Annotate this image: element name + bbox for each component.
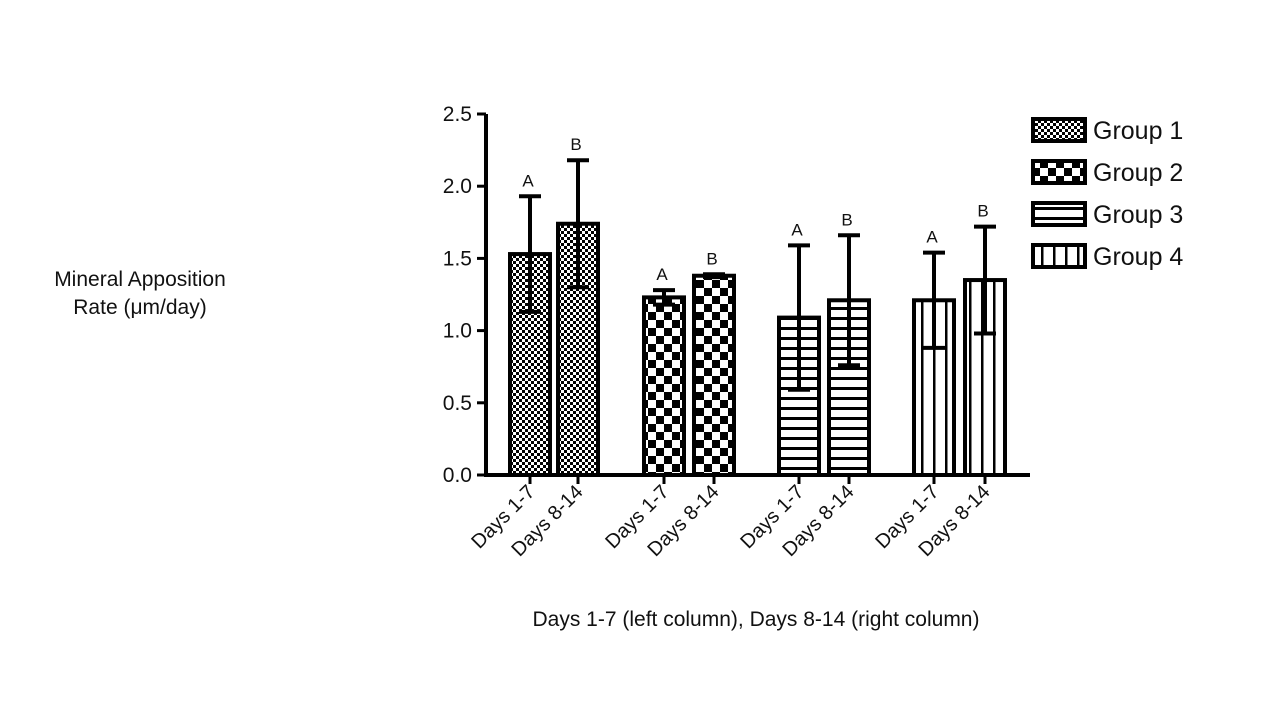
significance-letter: A bbox=[656, 265, 668, 284]
significance-letter: A bbox=[791, 220, 803, 239]
legend-item: Group 4 bbox=[1031, 243, 1183, 271]
legend-label: Group 3 bbox=[1093, 201, 1183, 229]
legend-label: Group 1 bbox=[1093, 117, 1183, 145]
y-axis-label: Mineral Apposition Rate (μm/day) bbox=[20, 266, 260, 322]
y-tick-label: 0.5 bbox=[443, 392, 472, 415]
y-axis-label-line-1: Mineral Apposition bbox=[54, 268, 226, 291]
significance-letter: B bbox=[977, 202, 988, 221]
legend-swatch bbox=[1031, 117, 1087, 143]
y-tick-label: 2.5 bbox=[443, 103, 472, 126]
legend-swatch bbox=[1031, 243, 1087, 269]
significance-letter: B bbox=[706, 249, 717, 268]
legend-item: Group 1 bbox=[1031, 117, 1183, 145]
significance-letter: A bbox=[926, 228, 938, 247]
significance-letter: B bbox=[570, 135, 581, 154]
legend-label: Group 4 bbox=[1093, 243, 1183, 271]
legend-swatch bbox=[1031, 201, 1087, 227]
bar bbox=[692, 273, 736, 477]
legend-item: Group 3 bbox=[1031, 201, 1183, 229]
y-tick-label: 1.0 bbox=[443, 320, 472, 343]
bar bbox=[642, 295, 686, 477]
legend: Group 1 Group 2 Group 3 Group 4 bbox=[1031, 117, 1183, 271]
y-tick-label: 1.5 bbox=[443, 247, 472, 270]
significance-letter: B bbox=[841, 210, 852, 229]
y-axis-label-line-2: Rate (μm/day) bbox=[73, 296, 207, 319]
legend-item: Group 2 bbox=[1031, 159, 1183, 187]
x-axis-label: Days 1-7 (left column), Days 8-14 (right… bbox=[533, 608, 980, 631]
legend-swatch bbox=[1031, 159, 1087, 185]
significance-letter: A bbox=[522, 171, 534, 190]
legend-label: Group 2 bbox=[1093, 159, 1183, 187]
y-tick-label: 0.0 bbox=[443, 464, 472, 487]
y-tick-label: 2.0 bbox=[443, 175, 472, 198]
